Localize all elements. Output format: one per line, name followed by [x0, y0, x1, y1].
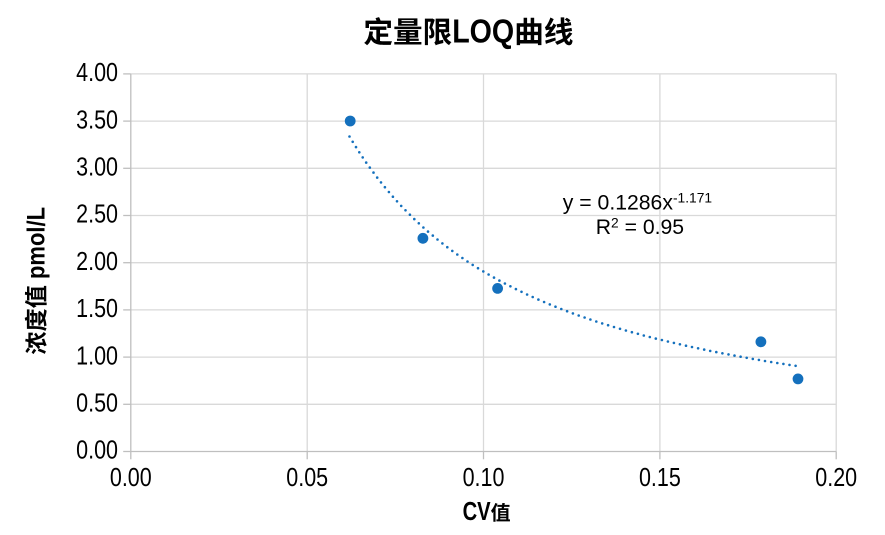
svg-text:3.00: 3.00	[76, 153, 118, 183]
svg-text:0.00: 0.00	[76, 436, 118, 466]
svg-text:pmol/L: pmol/L	[23, 207, 51, 279]
svg-text:1.00: 1.00	[76, 341, 118, 371]
svg-text:1.50: 1.50	[76, 294, 118, 324]
svg-text:CV: CV	[463, 497, 491, 526]
svg-text:0.20: 0.20	[815, 463, 857, 493]
svg-text:2.00: 2.00	[76, 247, 118, 277]
svg-text:0.15: 0.15	[639, 463, 681, 493]
svg-text:0.10: 0.10	[463, 463, 505, 493]
svg-text:2.50: 2.50	[76, 200, 118, 230]
svg-text:0.05: 0.05	[286, 463, 328, 493]
svg-text:LOQ: LOQ	[452, 12, 514, 50]
svg-text:0.00: 0.00	[110, 463, 152, 493]
svg-text:3.50: 3.50	[76, 105, 118, 135]
svg-text:R2 = 0.95: R2 = 0.95	[596, 215, 684, 239]
svg-text:4.00: 4.00	[76, 58, 118, 88]
svg-text:0.50: 0.50	[76, 389, 118, 419]
